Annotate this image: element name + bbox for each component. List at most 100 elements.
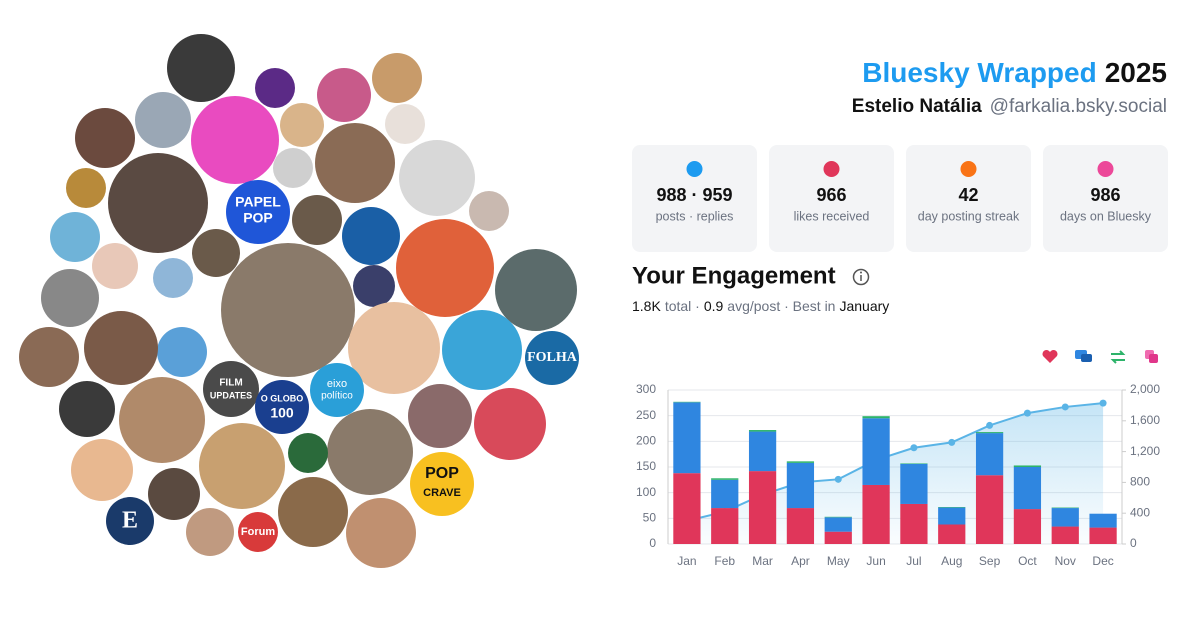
stat-cards: 988 · 959 posts · replies 966 likes receive… — [632, 145, 1168, 252]
bar-segment — [1013, 509, 1042, 544]
bar-segment — [862, 418, 890, 485]
avatar-label: PAPEL — [235, 194, 281, 210]
avatar-label: POP — [243, 210, 273, 226]
chart: 0 50 100 150 200 250 300 0 400 800 1,200 1,600 2,000… — [636, 382, 1160, 568]
avatar-label: CRAVE — [423, 487, 461, 499]
y-tick-label: 200 — [636, 434, 656, 448]
user-line: Estelio Natália @farkalia.bsky.social — [852, 96, 1167, 117]
stat-label: days on Bluesky — [1060, 209, 1152, 223]
x-tick-label: Nov — [1055, 554, 1076, 568]
x-tick-label: Jan — [677, 554, 696, 568]
bar-segment — [711, 479, 739, 509]
user-name: Estelio Natália — [852, 96, 982, 117]
info-icon[interactable] — [852, 268, 870, 286]
bar-segment — [711, 508, 739, 544]
avatar-label: Forum — [241, 526, 275, 538]
bar-segment — [1051, 507, 1079, 509]
summary-part: avg/post · Best in — [727, 298, 835, 314]
bar-segment — [748, 431, 777, 472]
bar-segment — [1051, 526, 1079, 544]
stat-value: 988 · 959 — [656, 185, 732, 205]
bar-segment — [711, 478, 739, 480]
legend-reposts[interactable] — [1110, 350, 1126, 364]
stat-icon — [1097, 161, 1114, 177]
stat-card — [632, 145, 757, 252]
x-tick-label: Aug — [941, 554, 962, 568]
y-tick-label: 0 — [649, 536, 656, 550]
x-tick-label: Dec — [1092, 554, 1113, 568]
x-tick-label: Jun — [866, 554, 885, 568]
avatar-label: O GLOBO — [261, 393, 304, 403]
engagement-summary: 1.8K total · 0.9 avg/post · Best in January — [632, 298, 889, 314]
title: Bluesky Wrapped 2025 — [862, 57, 1167, 88]
avatar-label: POP — [425, 465, 459, 482]
stat-card — [1043, 145, 1168, 252]
avatar-label: 100 — [270, 405, 294, 421]
summary-part: 0.9 — [704, 298, 724, 314]
line-point — [948, 438, 956, 446]
summary-part: 1.8K — [632, 298, 661, 314]
summary-part: January — [839, 298, 889, 314]
stat-value: 42 — [958, 185, 978, 205]
avatar-label: E — [122, 508, 138, 534]
bar-segment — [673, 402, 701, 474]
stat-icon — [823, 161, 840, 177]
y2-tick-label: 1,200 — [1130, 444, 1160, 458]
avatar-label: político — [321, 391, 353, 402]
bar-segment — [748, 471, 777, 544]
avatar-cluster: PAPEL POP FOLHA FILM UPDATES O GLOBO 100… — [19, 34, 579, 568]
bar-segment — [824, 516, 852, 518]
bar-segment — [900, 503, 928, 544]
bar-segment — [975, 475, 1004, 544]
stat-card — [769, 145, 894, 252]
legend-likes[interactable] — [1042, 349, 1058, 363]
bar-segment — [938, 507, 966, 508]
y-tick-label: 250 — [636, 408, 656, 422]
legend-quotes — [1149, 354, 1158, 363]
y-tick-label: 50 — [643, 511, 657, 525]
stat-value: 986 — [1090, 185, 1120, 205]
section-title: Your Engagement — [632, 262, 836, 289]
legend — [1042, 349, 1158, 364]
bar-segment — [786, 508, 815, 544]
bar-segment — [1051, 508, 1079, 527]
x-tick-label: Oct — [1018, 554, 1037, 568]
summary-part: total · — [665, 298, 700, 314]
y-tick-label: 100 — [636, 485, 656, 499]
avatar-label: FOLHA — [527, 350, 578, 365]
stat-label: day posting streak — [918, 209, 1020, 223]
bar-segment — [673, 401, 701, 403]
bar-segment — [975, 432, 1004, 434]
bar-segment — [673, 473, 701, 544]
x-tick-label: Mar — [752, 554, 773, 568]
x-tick-label: Apr — [791, 554, 810, 568]
y2-tick-label: 1,600 — [1130, 413, 1160, 427]
y2-tick-label: 0 — [1130, 536, 1137, 550]
avatar-label: eixo — [327, 378, 347, 390]
y2-tick-label: 2,000 — [1130, 382, 1160, 396]
bar-segment — [786, 462, 815, 509]
bar-segment — [1089, 527, 1117, 544]
stat-card — [906, 145, 1031, 252]
avatar-label: UPDATES — [210, 390, 252, 400]
line-point — [1099, 399, 1107, 407]
stat-label: posts · replies — [656, 209, 734, 223]
user-handle: @farkalia.bsky.social — [990, 96, 1167, 117]
x-tick-label: Jul — [906, 554, 921, 568]
bar-segment — [900, 463, 928, 464]
bar-segment — [938, 507, 966, 525]
bar-segment — [824, 531, 852, 544]
stat-value: 966 — [816, 185, 846, 205]
x-tick-label: Feb — [714, 554, 735, 568]
title-brand: Bluesky Wrapped — [862, 57, 1096, 88]
bar-segment — [1013, 465, 1042, 467]
title-year: 2025 — [1105, 57, 1167, 88]
bar-segment — [862, 484, 890, 544]
bar-segment — [938, 524, 966, 544]
avatar-label: FILM — [219, 378, 242, 389]
x-tick-label: May — [827, 554, 850, 568]
bar-segment — [900, 463, 928, 504]
line-point — [1023, 409, 1031, 417]
bar-segment — [786, 461, 815, 463]
